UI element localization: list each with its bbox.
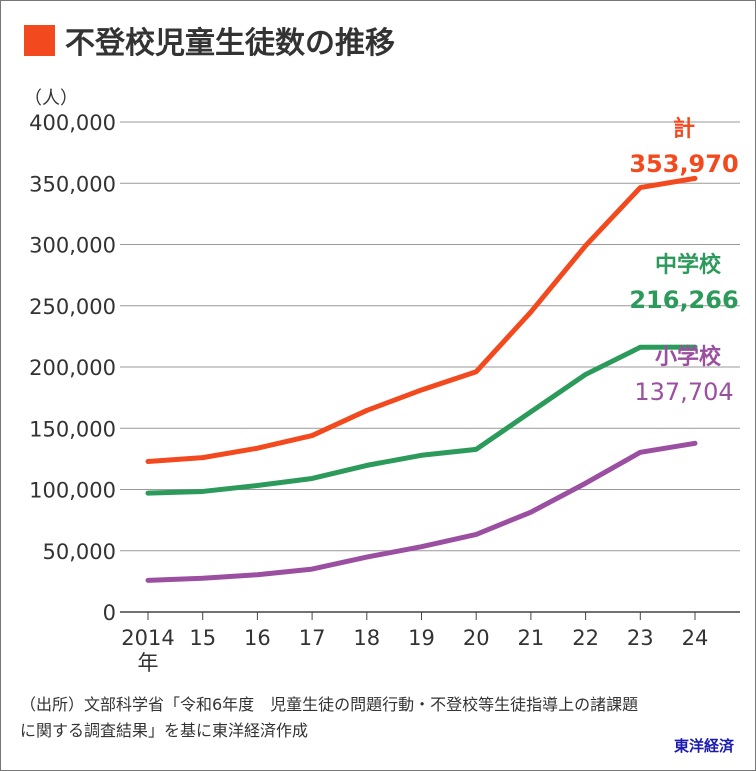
x-tick-label: 15: [189, 626, 216, 650]
publisher-logo: 東洋経済: [673, 737, 734, 755]
y-tick-label: 400,000: [29, 111, 116, 135]
x-tick-label: 21: [518, 626, 545, 650]
title-text: 不登校児童生徒数の推移: [65, 26, 395, 61]
x-tick-label: 2014: [121, 626, 174, 650]
series-line-1: [145, 344, 698, 496]
y-tick-label: 0: [103, 601, 116, 625]
x-tick-label: 16: [244, 626, 271, 650]
y-tick-label: 100,000: [29, 479, 116, 503]
series-end-value-label: 137,704: [634, 378, 733, 406]
y-tick-label: 150,000: [29, 417, 116, 441]
x-tick-label: 24: [682, 626, 709, 650]
y-axis-unit: （人）: [24, 88, 78, 109]
y-tick-label: 250,000: [29, 295, 116, 319]
series-name-label: 中学校: [655, 252, 722, 278]
x-tick-label: 23: [627, 626, 654, 650]
source-note: （出所）文部科学省「令和6年度 児童生徒の問題行動・不登校等生徒指導上の諸課題 …: [20, 692, 740, 744]
y-tick-label: 350,000: [29, 172, 116, 196]
series-line-2: [145, 440, 698, 583]
x-tick-label: 18: [353, 626, 380, 650]
x-tick-label: 19: [408, 626, 435, 650]
y-tick-label: 300,000: [29, 234, 116, 258]
y-tick-label: 50,000: [43, 540, 116, 564]
series-end-value-label: 216,266: [629, 286, 738, 314]
series-line-0: [145, 175, 698, 464]
source-line-2: に関する調査結果」を基に東洋経済作成: [20, 721, 309, 740]
series-end-value-label: 353,970: [629, 150, 738, 178]
x-tick-label: 20: [463, 626, 490, 650]
x-year-suffix: 年: [138, 651, 159, 675]
y-tick-label: 200,000: [29, 356, 116, 380]
series-name-label: 計: [673, 116, 695, 142]
x-tick-label: 22: [572, 626, 599, 650]
series-name-label: 小学校: [655, 344, 722, 370]
title-square-icon: [24, 24, 55, 56]
chart-title: 不登校児童生徒数の推移: [24, 18, 395, 62]
x-tick-label: 17: [299, 626, 326, 650]
source-line-1: （出所）文部科学省「令和6年度 児童生徒の問題行動・不登校等生徒指導上の諸課題: [20, 695, 639, 714]
